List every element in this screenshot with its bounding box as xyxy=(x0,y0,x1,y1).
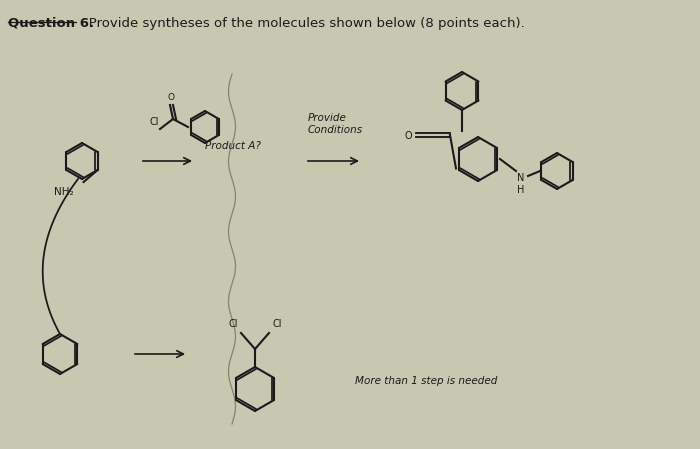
Text: Product A?: Product A? xyxy=(205,141,261,151)
Text: Cl: Cl xyxy=(228,319,238,329)
Text: Cl: Cl xyxy=(150,117,160,127)
Text: Provide
Conditions: Provide Conditions xyxy=(308,114,363,135)
Text: NH₂: NH₂ xyxy=(54,187,74,197)
Text: Cl: Cl xyxy=(272,319,281,329)
Text: Provide syntheses of the molecules shown below (8 points each).: Provide syntheses of the molecules shown… xyxy=(76,17,525,30)
Text: More than 1 step is needed: More than 1 step is needed xyxy=(355,376,498,386)
Text: O: O xyxy=(168,93,175,102)
Text: Question 6.: Question 6. xyxy=(8,17,94,30)
Text: O: O xyxy=(404,131,412,141)
Text: N
H: N H xyxy=(517,173,524,194)
